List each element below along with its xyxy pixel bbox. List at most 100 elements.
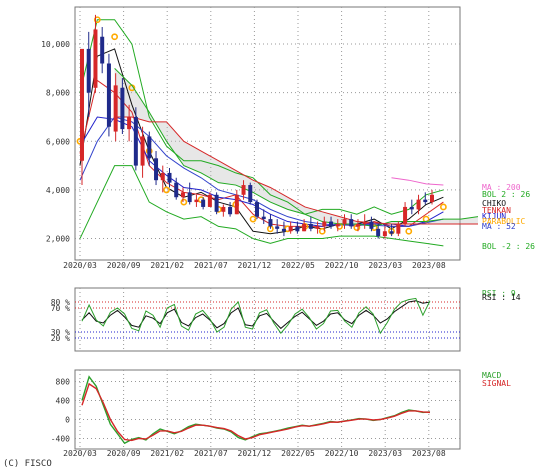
candle-body (174, 182, 179, 198)
candle-body (349, 219, 354, 227)
parabolic-dot (405, 227, 413, 235)
candle-body (362, 221, 367, 224)
rsi-tick-label: 70 % (51, 304, 70, 313)
legend-rsi-9: RSI : 9 (482, 289, 516, 298)
candle-body (113, 85, 118, 132)
candle-body (389, 231, 394, 234)
candle-body (154, 158, 159, 181)
parabolic-dot (180, 198, 188, 206)
candle-body (308, 223, 313, 229)
price-panel (74, 6, 461, 261)
legend-parabolic: PARABOLIC (482, 217, 526, 226)
series-macd (81, 375, 431, 445)
x-tick-label: 2021/02 (150, 449, 184, 458)
x-tick-label: 2023/03 (368, 261, 402, 270)
candle-body (194, 199, 199, 203)
candle-body (160, 172, 165, 181)
x-tick-label: 2023/08 (412, 261, 446, 270)
macd-panel (74, 369, 461, 450)
candle-body (403, 206, 408, 224)
candle-body (214, 194, 219, 212)
candle-body (180, 192, 185, 198)
x-tick-label: 2023/08 (412, 449, 446, 458)
candle-body (430, 194, 434, 203)
candle-body (207, 194, 212, 207)
parabolic-dot (439, 203, 447, 211)
candle-body (261, 216, 266, 220)
candle-body (147, 136, 152, 159)
candle-body (86, 48, 91, 93)
parabolic-dot (249, 215, 257, 223)
x-tick-label: 2021/02 (150, 261, 184, 270)
candle-body (416, 199, 421, 210)
x-tick-label: 2021/07 (194, 261, 228, 270)
legend-ma-200: MA : 200 (482, 183, 521, 192)
candle-body (355, 223, 360, 227)
rsi-panel (74, 287, 461, 352)
candle-body (396, 223, 401, 234)
macd-tick-label: 400 (56, 397, 71, 406)
parabolic-dot (111, 33, 119, 41)
candle-body (275, 226, 280, 229)
candle-body (376, 228, 381, 237)
candle-body (127, 116, 132, 130)
series-rsi-14 (81, 300, 431, 330)
candle-body (106, 63, 111, 127)
series-ma-52 (79, 116, 444, 227)
candle-body (201, 199, 206, 207)
candle-body (315, 226, 320, 229)
parabolic-dot (93, 16, 101, 24)
cloud-area (114, 68, 478, 227)
rsi-tick-label: 20 % (51, 334, 70, 343)
candle-body (234, 194, 239, 215)
candlesticks (80, 14, 434, 239)
legend-ma-52: MA : 52 (482, 222, 516, 231)
legend-signal: SIGNAL (482, 379, 511, 388)
candle-body (100, 36, 105, 64)
candle-body (288, 226, 293, 232)
grid-lines (75, 7, 460, 449)
candle-body (255, 202, 259, 217)
x-tick-label: 2023/03 (368, 449, 402, 458)
x-tick-label: 2022/05 (281, 449, 315, 458)
x-tick-label: 2020/03 (63, 261, 97, 270)
macd-tick-label: 800 (56, 378, 71, 387)
x-tick-label: 2020/09 (107, 449, 141, 458)
candle-body (409, 206, 414, 210)
candle-body (228, 206, 233, 215)
x-tick-label: 2022/05 (281, 261, 315, 270)
y-tick-label: 10,000 (41, 40, 70, 49)
legend-bol-2-26: BOL -2 : 26 (482, 242, 535, 251)
series-rsi-9 (81, 297, 431, 335)
legend-rsi-14: RSI : 14 (482, 293, 521, 302)
series-signal (81, 382, 431, 442)
legend-bol-2-26: BOL 2 : 26 (482, 190, 530, 199)
macd-tick-label: 0 (65, 416, 70, 425)
x-tick-label: 2021/12 (238, 261, 272, 270)
series-senkou-a (114, 67, 479, 227)
legend-kijun: KIJUN (482, 212, 506, 221)
candle-body (167, 172, 172, 183)
candle-body (248, 185, 253, 203)
legend-macd: MACD (482, 371, 501, 380)
series-bol-2-26 (79, 19, 444, 215)
candle-body (80, 48, 84, 161)
series-ma-200 (391, 177, 444, 186)
legend-chiko: CHIKO (482, 199, 506, 208)
x-tick-label: 2020/03 (63, 449, 97, 458)
macd-tick-label: -400 (51, 435, 70, 444)
candle-body (423, 199, 428, 203)
y-tick-label: 6,000 (46, 137, 70, 146)
candle-body (133, 116, 138, 166)
candle-body (140, 136, 145, 166)
x-tick-label: 2022/10 (325, 449, 359, 458)
x-tick-label: 2022/10 (325, 261, 359, 270)
series-senkou-b (114, 116, 478, 225)
candle-body (382, 231, 387, 237)
candle-body (295, 226, 300, 232)
candle-body (268, 219, 273, 227)
axis-tick-labels: 2020/03 2020/03 2020/09 2020/09 2021/02 2021/… (41, 40, 446, 458)
candle-body (221, 206, 226, 212)
parabolic-dot (318, 227, 326, 235)
candle-body (342, 219, 347, 224)
